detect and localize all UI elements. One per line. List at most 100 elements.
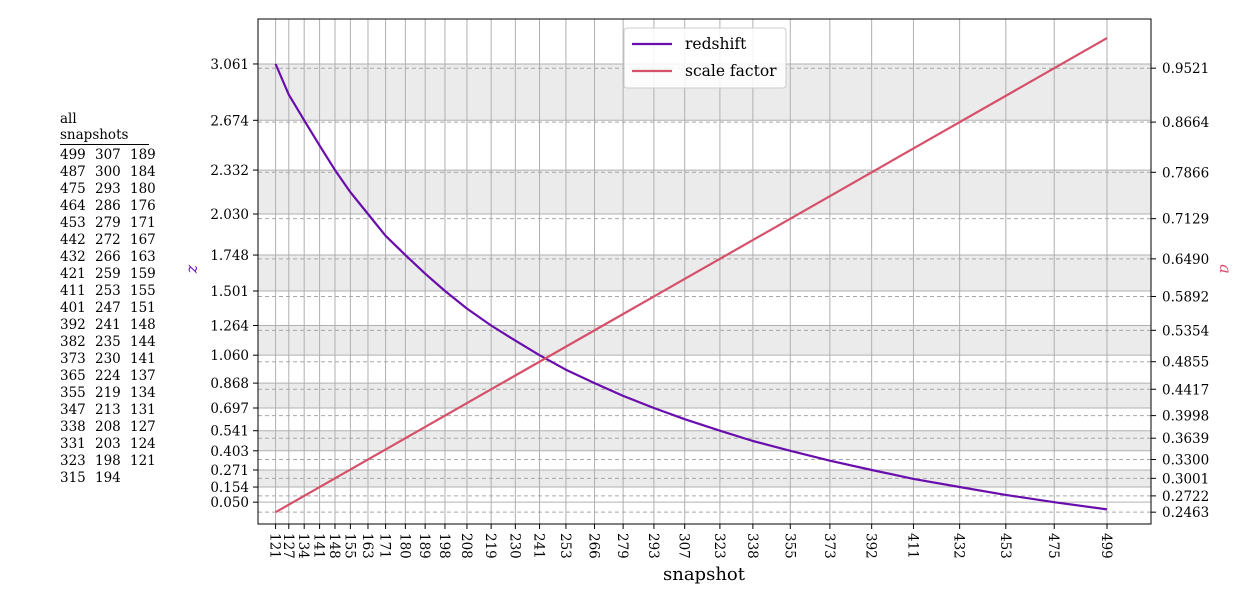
snapshot-cell: 121	[130, 453, 156, 469]
snapshot-cell: 141	[130, 351, 156, 367]
left-tick-label: 3.061	[210, 57, 249, 73]
snapshot-cell: 127	[130, 419, 156, 435]
snapshot-cell: 208	[95, 419, 121, 435]
legend-label: redshift	[685, 35, 747, 53]
snapshot-cell: 464	[60, 198, 86, 214]
snapshot-cell: 253	[95, 283, 121, 299]
x-tick-label: 180	[396, 533, 412, 559]
snapshot-cell: 272	[95, 232, 121, 248]
x-tick-label: 121	[267, 533, 283, 559]
left-y-ticks: 3.061 2.674 2.332 2.030 1.748 1.501 1.264 1.060…	[210, 57, 258, 511]
snapshot-cell: 124	[130, 436, 156, 452]
right-tick-label: 0.7866	[1162, 165, 1209, 181]
legend: redshift scale factor	[623, 27, 787, 89]
snapshot-cell: 247	[95, 300, 121, 316]
x-tick-label: 241	[531, 533, 547, 559]
right-tick-label: 0.5354	[1162, 323, 1209, 339]
left-tick-label: 2.332	[210, 163, 249, 179]
x-tick-label: 208	[458, 533, 474, 559]
snapshot-cell: 432	[60, 249, 86, 265]
right-tick-label: 0.8664	[1162, 115, 1209, 131]
series-line-1	[275, 37, 1108, 514]
snapshot-cell: 475	[60, 181, 86, 197]
left-y-axis-label: z	[182, 264, 201, 274]
snapshot-cell: 155	[130, 283, 156, 299]
snapshot-table-title: all snapshots	[60, 111, 149, 145]
snapshot-table: all snapshots 499 307 189 487 300 184 475 293 18…	[60, 111, 160, 487]
snapshot-cell: 151	[130, 300, 156, 316]
snapshot-cell: 131	[130, 402, 156, 418]
snapshot-cell: 286	[95, 198, 121, 214]
left-tick-label: 0.403	[210, 444, 249, 460]
snapshot-cell: 137	[130, 368, 156, 384]
right-tick-label: 0.3639	[1162, 431, 1209, 447]
right-tick-label: 0.3998	[1162, 409, 1209, 425]
snapshot-cell: 355	[60, 385, 86, 401]
snapshot-cell: 266	[95, 249, 121, 265]
snapshot-cell: 163	[130, 249, 156, 265]
right-tick-label: 0.2722	[1162, 489, 1209, 505]
snapshot-cell: 307	[95, 147, 121, 163]
right-tick-label: 0.6490	[1162, 252, 1209, 268]
x-tick-label: 141	[311, 533, 327, 559]
snapshot-cell: 176	[130, 198, 156, 214]
legend-label: scale factor	[685, 62, 777, 80]
x-tick-label: 189	[416, 533, 432, 559]
left-tick-label: 2.674	[210, 113, 249, 129]
x-tick-label: 253	[557, 533, 573, 559]
snapshot-cell: 148	[130, 317, 156, 333]
x-tick-label: 453	[997, 533, 1013, 559]
right-tick-label: 0.3300	[1162, 453, 1209, 469]
left-tick-label: 1.501	[210, 284, 249, 300]
plot-frame	[257, 18, 1152, 525]
x-tick-label: 432	[951, 533, 967, 559]
left-tick-label: 2.030	[210, 207, 249, 223]
x-tick-label: 392	[863, 533, 879, 559]
snapshot-cell: 219	[95, 385, 121, 401]
right-tick-label: 0.2463	[1162, 505, 1209, 521]
snapshot-cell: 499	[60, 147, 86, 163]
snapshot-cell: 198	[95, 453, 121, 469]
x-tick-label: 219	[482, 533, 498, 559]
snapshot-cell: 347	[60, 402, 86, 418]
x-tick-label: 307	[676, 533, 692, 559]
right-tick-label: 0.4855	[1162, 355, 1209, 371]
snapshot-cell: 382	[60, 334, 86, 350]
snapshot-cell: 279	[95, 215, 121, 231]
x-tick-label: 355	[781, 533, 797, 559]
snapshot-cell: 315	[60, 470, 86, 486]
left-tick-label: 1.748	[210, 248, 249, 264]
shaded-bands	[258, 63, 1151, 488]
right-y-axis-label: a	[1216, 264, 1235, 274]
snapshot-cell: 235	[95, 334, 121, 350]
shaded-band	[258, 383, 1151, 409]
snapshot-table-grid: 499 307 189 487 300 184 475 293 180 464 286 176 453 2…	[60, 147, 160, 487]
snapshot-cell: 300	[95, 164, 121, 180]
x-tick-label: 266	[586, 533, 602, 559]
right-tick-label: 0.7129	[1162, 212, 1209, 228]
x-tick-label: 171	[377, 533, 393, 559]
snapshot-cell: 453	[60, 215, 86, 231]
right-tick-label: 0.5892	[1162, 289, 1209, 305]
left-gridlines	[258, 63, 1151, 503]
x-tick-label: 230	[506, 533, 522, 559]
left-tick-label: 0.271	[210, 463, 249, 479]
snapshot-cell: 144	[130, 334, 156, 350]
snapshot-cell: 159	[130, 266, 156, 282]
snapshot-cell: 180	[130, 181, 156, 197]
snapshot-cell: 293	[95, 181, 121, 197]
snapshot-cell: 392	[60, 317, 86, 333]
snapshot-cell: 203	[95, 436, 121, 452]
snapshot-cell: 338	[60, 419, 86, 435]
snapshot-cell: 411	[60, 283, 86, 299]
snapshot-cell: 184	[130, 164, 156, 180]
snapshot-cell: 401	[60, 300, 86, 316]
snapshot-cell: 331	[60, 436, 86, 452]
snapshot-cell: 373	[60, 351, 86, 367]
x-tick-label: 499	[1098, 533, 1114, 559]
snapshot-cell: 167	[130, 232, 156, 248]
x-tick-label: 148	[326, 533, 342, 559]
left-tick-label: 1.264	[210, 318, 249, 334]
x-tick-label: 323	[711, 533, 727, 559]
